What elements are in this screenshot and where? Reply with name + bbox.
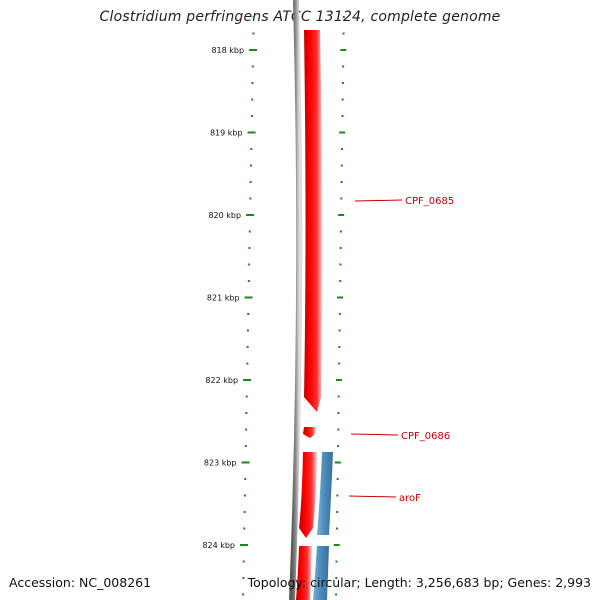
gene-label-CPF_0685[interactable]: CPF_0685: [354, 196, 454, 207]
gene-CPF_0685-arrow[interactable]: [304, 30, 323, 412]
accession-text: Accession: NC_008261: [9, 575, 152, 590]
ruler-label: 819 kbp: [210, 129, 243, 138]
ruler-label: 820 kbp: [208, 211, 241, 220]
ruler-label: 822 kbp: [205, 376, 238, 385]
gene-forward-segment-arrow[interactable]: [299, 452, 317, 538]
gene-aroF-lower[interactable]: [313, 546, 329, 600]
map-title: Clostridium perfringens ATCC 13124, comp…: [99, 9, 501, 25]
ruler-labels: 818 kbp 819 kbp 820 kbp 821 kbp 822 kbp 823 k…: [202, 46, 244, 550]
ruler-label: 824 kbp: [202, 541, 235, 550]
genome-backbone: [289, 0, 303, 600]
gene-CPF_0686-arrow[interactable]: [303, 427, 316, 438]
ruler-label: 823 kbp: [204, 459, 237, 468]
gene-forward-segment-lower[interactable]: [296, 546, 312, 600]
ruler-outer-ticks: [240, 16, 258, 596]
ruler-inner-ticks: [333, 16, 347, 596]
gene-label-aroF[interactable]: aroF: [348, 493, 421, 504]
gene-label-CPF_0686[interactable]: CPF_0686: [350, 431, 450, 442]
svg-text:CPF_0685: CPF_0685: [405, 196, 454, 207]
ruler-label: 818 kbp: [211, 46, 244, 55]
svg-text:CPF_0686: CPF_0686: [401, 431, 450, 442]
svg-text:aroF: aroF: [399, 493, 421, 504]
ruler-label: 821 kbp: [207, 294, 240, 303]
gene-aroF-arrow[interactable]: [317, 452, 333, 535]
topology-summary-text: Topology: circular; Length: 3,256,683 bp…: [247, 575, 591, 590]
